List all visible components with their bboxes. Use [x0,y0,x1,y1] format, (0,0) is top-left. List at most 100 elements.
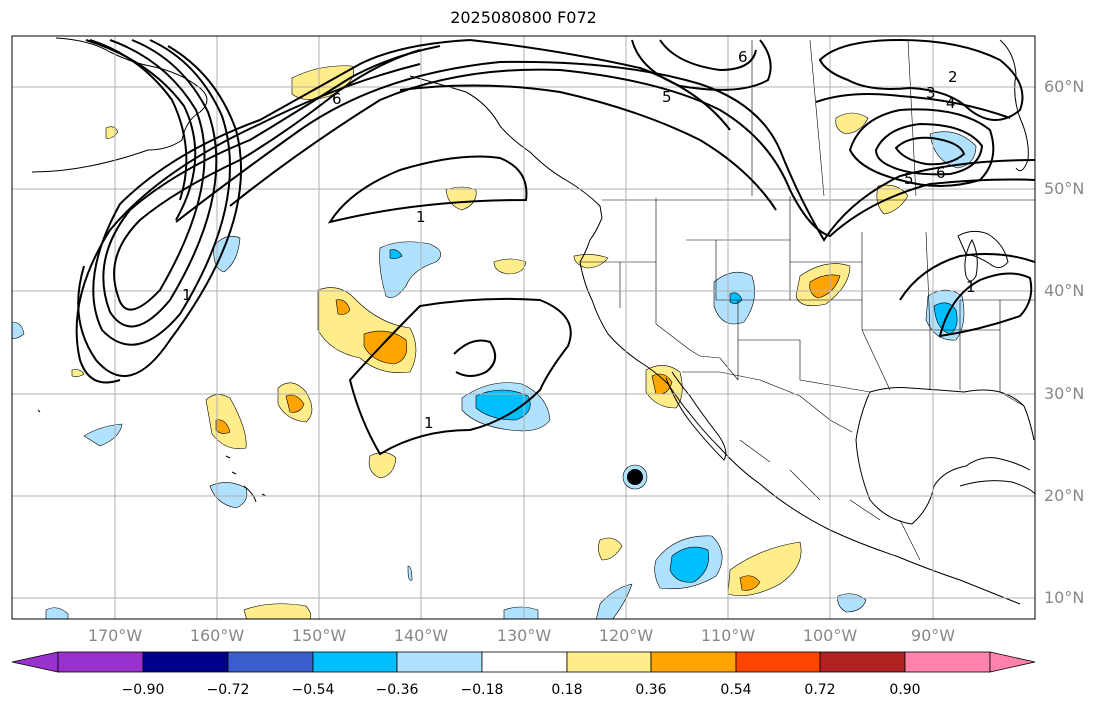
colorbar-segment [904,651,991,673]
great-lakes-coast [957,230,1009,268]
lon-tick-label: 90°W [910,626,956,645]
contour-line [109,39,421,311]
lon-tick-label: 160°W [189,626,245,645]
negative-anomaly-core [669,546,709,583]
hawaii-islands [225,455,267,503]
contour-line [92,39,471,346]
contour-layer [75,38,1035,456]
positive-anomaly-patch [598,537,623,561]
contour-label: 1 [966,278,976,296]
negative-anomaly-patch [45,607,69,619]
contour-label: 5 [662,88,672,106]
lake-michigan [964,238,978,282]
lon-tick-label: 120°W [598,626,654,645]
positive-anomaly-patch [493,258,527,275]
colorbar [11,651,1036,673]
contour-line [102,39,441,328]
negative-anomaly-patch [407,565,413,581]
contour-line [348,297,572,456]
hudson-bay-coast [999,39,1029,172]
colorbar-segment [481,651,568,673]
contour-label: 5 [904,170,914,188]
colorbar-tick-label: 0.36 [635,682,667,698]
contour-label: 3 [926,84,936,102]
contour-line [899,253,1035,301]
lat-tick-label: 40°N [1044,281,1085,300]
negative-anomaly-patch [213,235,241,273]
colorbar-tick-label: −0.72 [206,682,250,698]
positive-anomaly-patch [205,394,247,449]
contour-line [659,39,757,72]
contour-line [938,272,1033,338]
gulf-coastline [855,391,1031,525]
us-mexico-border [682,371,853,433]
colorbar-tick-label: 0.72 [804,682,836,698]
contour-line [77,45,242,377]
mexico-state-borders [739,439,921,561]
contour-label: 1 [424,414,434,432]
colorbar-segment [227,651,314,673]
colorbar-tick-label: −0.90 [121,682,165,698]
contour-line [469,39,731,131]
anomaly-fill-layer [12,65,977,619]
pacific-islet [37,409,41,413]
contour-label: 6 [936,164,946,182]
positive-anomaly-patch [876,184,909,215]
cuba-coast [959,480,1035,495]
positive-anomaly-patch [835,112,869,135]
colorbar-tick-label: 0.18 [551,682,583,698]
negative-anomaly-patch [209,482,248,509]
lon-tick-label: 130°W [496,626,552,645]
colorbar-extend-min [11,651,59,673]
contour-line [848,108,995,187]
us-state-borders [580,196,1035,407]
lat-tick-label: 60°N [1044,77,1085,96]
contour-line [874,122,984,176]
positive-anomaly-core [215,419,231,434]
negative-anomaly-patch [929,131,977,169]
colorbar-segment [735,651,821,673]
tropical-cyclone-marker [622,464,648,490]
contour-labels: 1 1 1 1 2 3 4 5 5 6 6 6 [182,48,976,432]
contour-label: 6 [332,90,342,108]
colorbar-segment [396,651,483,673]
colorbar-segment [57,651,144,673]
lon-tick-label: 150°W [291,626,347,645]
contour-line [89,39,188,201]
bc-coastline [579,217,603,263]
map-title: 2025080800 F072 [450,8,597,27]
alaska-coastline [31,37,208,173]
lat-tick-label: 10°N [1044,588,1085,607]
negative-anomaly-core [475,389,531,421]
lat-tick-label: 50°N [1044,179,1085,198]
map-frame [11,35,1036,620]
alaska-panhandle-coast [409,75,603,219]
colorbar-tick-label: 0.54 [720,682,752,698]
contour-label: 6 [738,48,748,66]
colorbar-segment [142,651,229,673]
contour-label: 2 [948,68,958,86]
lat-tick-label: 30°N [1044,384,1085,403]
contour-line [175,60,1035,242]
contour-line [75,63,421,384]
contour-line [894,136,966,166]
negative-anomaly-patch [503,606,539,619]
colorbar-tick-label: 0.90 [889,682,921,698]
contour-line [818,38,1024,121]
colorbar-tick-label: −0.18 [460,682,504,698]
contour-label: 1 [182,286,192,304]
colorbar-segment [650,651,737,673]
lon-tick-label: 170°W [87,626,143,645]
colorbar-segment [819,651,906,673]
lon-tick-label: 100°W [802,626,858,645]
negative-anomaly-patch [83,423,123,447]
colorbar-tick-label: −0.36 [375,682,419,698]
negative-anomaly-patch [595,583,633,619]
florida-coast [1023,405,1035,441]
colorbar-tick-label: −0.54 [291,682,335,698]
colorbar-extend-max [989,651,1036,673]
positive-anomaly-patch [243,603,312,619]
negative-anomaly-core [389,249,403,259]
contour-line [327,155,528,224]
contour-line [453,339,497,377]
